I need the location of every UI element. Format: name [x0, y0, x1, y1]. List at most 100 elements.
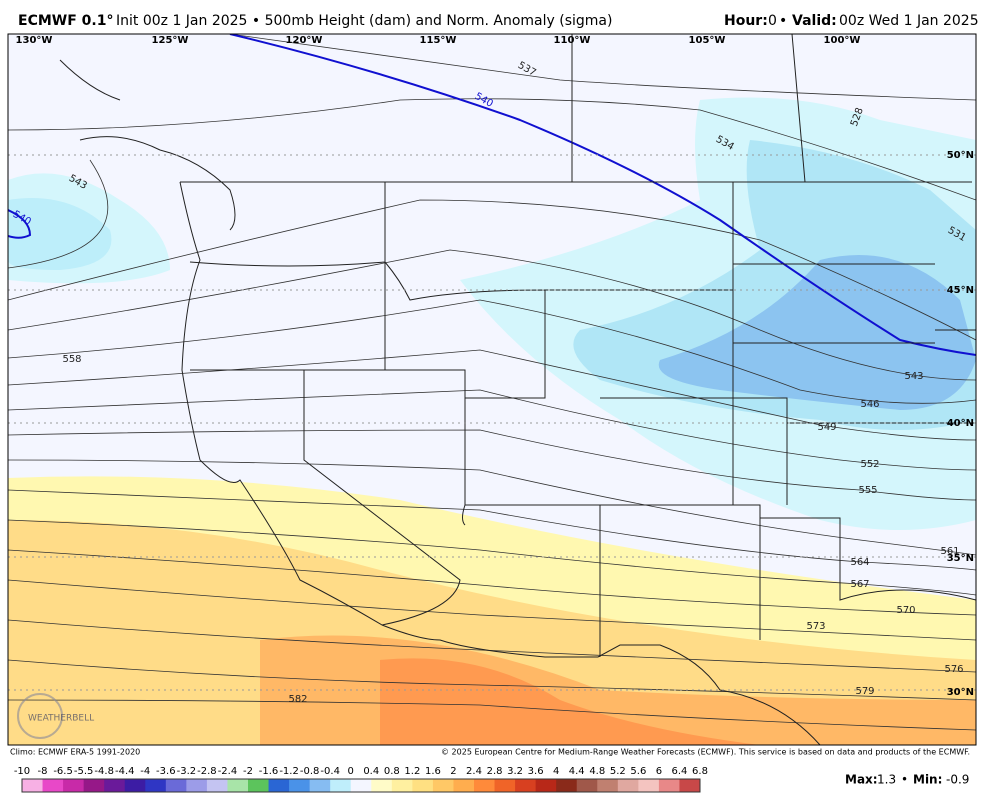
colorbar-swatch	[165, 779, 187, 792]
model: ECMWF 0.1°	[18, 13, 113, 29]
colorbar-swatch	[309, 779, 331, 792]
valid: 00z Wed 1 Jan 2025	[839, 13, 979, 29]
colorbar-swatch	[432, 779, 454, 792]
colorbar-label: -10	[14, 766, 30, 777]
hour-label: Hour:	[724, 13, 768, 29]
colorbar-label: 4.4	[569, 766, 585, 777]
colorbar-swatch	[63, 779, 85, 792]
anomaly-light-orange	[8, 520, 976, 745]
colorbar-swatch	[679, 779, 701, 792]
latitude-label: 50°N	[947, 150, 974, 161]
colorbar-swatch	[104, 779, 126, 792]
longitude-label: 100°W	[824, 35, 861, 46]
colorbar-label: -5.5	[74, 766, 94, 777]
contour-label: 567	[850, 579, 869, 590]
colorbar-swatch	[412, 779, 434, 792]
latitude-label: 45°N	[947, 285, 974, 296]
separator: •	[779, 13, 787, 29]
contour-label: 564	[850, 557, 869, 568]
longitude-label: 130°W	[16, 35, 53, 46]
climo-note: Climo: ECMWF ERA-5 1991-2020	[10, 748, 140, 757]
contour-label: 570	[896, 605, 915, 616]
colorbar-label: 2.8	[487, 766, 503, 777]
colorbar-label: 6.8	[692, 766, 708, 777]
contour-label: 576	[944, 664, 963, 675]
longitude-label: 125°W	[152, 35, 189, 46]
colorbar-label: 0.8	[384, 766, 400, 777]
colorbar-label: -3.6	[156, 766, 176, 777]
anomaly-cyan	[8, 198, 112, 270]
colorbar-swatch	[638, 779, 660, 792]
colorbar-swatch	[206, 779, 228, 792]
longitude-label: 110°W	[554, 35, 591, 46]
contour-label: 558	[62, 354, 81, 365]
colorbar-label: -2.8	[197, 766, 217, 777]
colorbar-swatch	[145, 779, 167, 792]
colorbar-swatch	[227, 779, 249, 792]
latitude-label: 30°N	[947, 687, 974, 698]
colorbar-swatch	[186, 779, 208, 792]
map-frame	[7, 33, 977, 746]
latitude-label: 40°N	[947, 418, 974, 429]
colorbar-label: 0.4	[363, 766, 379, 777]
colorbar-swatch	[556, 779, 578, 792]
colorbar-label: 1.2	[404, 766, 420, 777]
colorbar-label: 3.6	[528, 766, 544, 777]
colorbar-label: -1.6	[259, 766, 279, 777]
colorbar-label: -2	[243, 766, 253, 777]
colorbar-swatch	[658, 779, 680, 792]
contour-label: 561	[940, 546, 959, 557]
colorbar-swatch	[597, 779, 619, 792]
colorbar-label: 4	[553, 766, 559, 777]
colorbar-swatch	[617, 779, 639, 792]
colorbar-label: 0	[348, 766, 354, 777]
borders	[59, 34, 976, 745]
contour-label: 552	[860, 459, 879, 470]
colorbar-label: -4	[140, 766, 150, 777]
contour-label: 543	[904, 371, 923, 382]
colorbar-swatch	[371, 779, 393, 792]
longitude-label: 120°W	[286, 35, 323, 46]
colorbar-swatch	[289, 779, 311, 792]
colorbar-swatch	[83, 779, 105, 792]
colorbar-label: -2.4	[218, 766, 238, 777]
colorbar-swatch	[268, 779, 290, 792]
colorbar-label: 2	[450, 766, 456, 777]
colorbar-label: 6	[656, 766, 662, 777]
hour: 0	[768, 13, 777, 29]
colorbar-swatch	[248, 779, 270, 792]
contour-label: 579	[855, 686, 874, 697]
min-label: Min:	[913, 773, 942, 787]
colorbar-swatch	[22, 779, 44, 792]
colorbar-swatch	[42, 779, 64, 792]
contour-label: 582	[288, 694, 307, 705]
colorbar-frame	[21, 778, 701, 793]
logo-mark	[17, 693, 63, 739]
contour-label: 546	[860, 399, 879, 410]
contours	[8, 34, 976, 731]
colorbar-label: 6.4	[672, 766, 688, 777]
colorbar-label: 2.4	[466, 766, 482, 777]
colorbar-swatch	[494, 779, 516, 792]
anomaly-dark-orange	[380, 658, 760, 745]
anomaly-blue	[658, 255, 976, 410]
colorbar-swatch	[350, 779, 372, 792]
colorbar-label: -4.8	[94, 766, 114, 777]
colorbar-label: -4.4	[115, 766, 135, 777]
colorbar-label: 5.2	[610, 766, 626, 777]
colorbar-swatch	[474, 779, 496, 792]
contour-label: 555	[858, 485, 877, 496]
contour-label: 573	[806, 621, 825, 632]
max-min-separator: •	[901, 773, 908, 787]
colorbar-swatch	[535, 779, 557, 792]
colorbar-label: 1.6	[425, 766, 441, 777]
min: -0.9	[946, 773, 969, 787]
colorbar-label: -3.2	[177, 766, 197, 777]
colorbar-swatch	[391, 779, 413, 792]
init-info: Init 00z 1 Jan 2025 • 500mb Height (dam)…	[116, 13, 612, 29]
colorbar-label: 4.8	[589, 766, 605, 777]
colorbar-label: 3.2	[507, 766, 523, 777]
valid-label: Valid:	[792, 13, 837, 29]
